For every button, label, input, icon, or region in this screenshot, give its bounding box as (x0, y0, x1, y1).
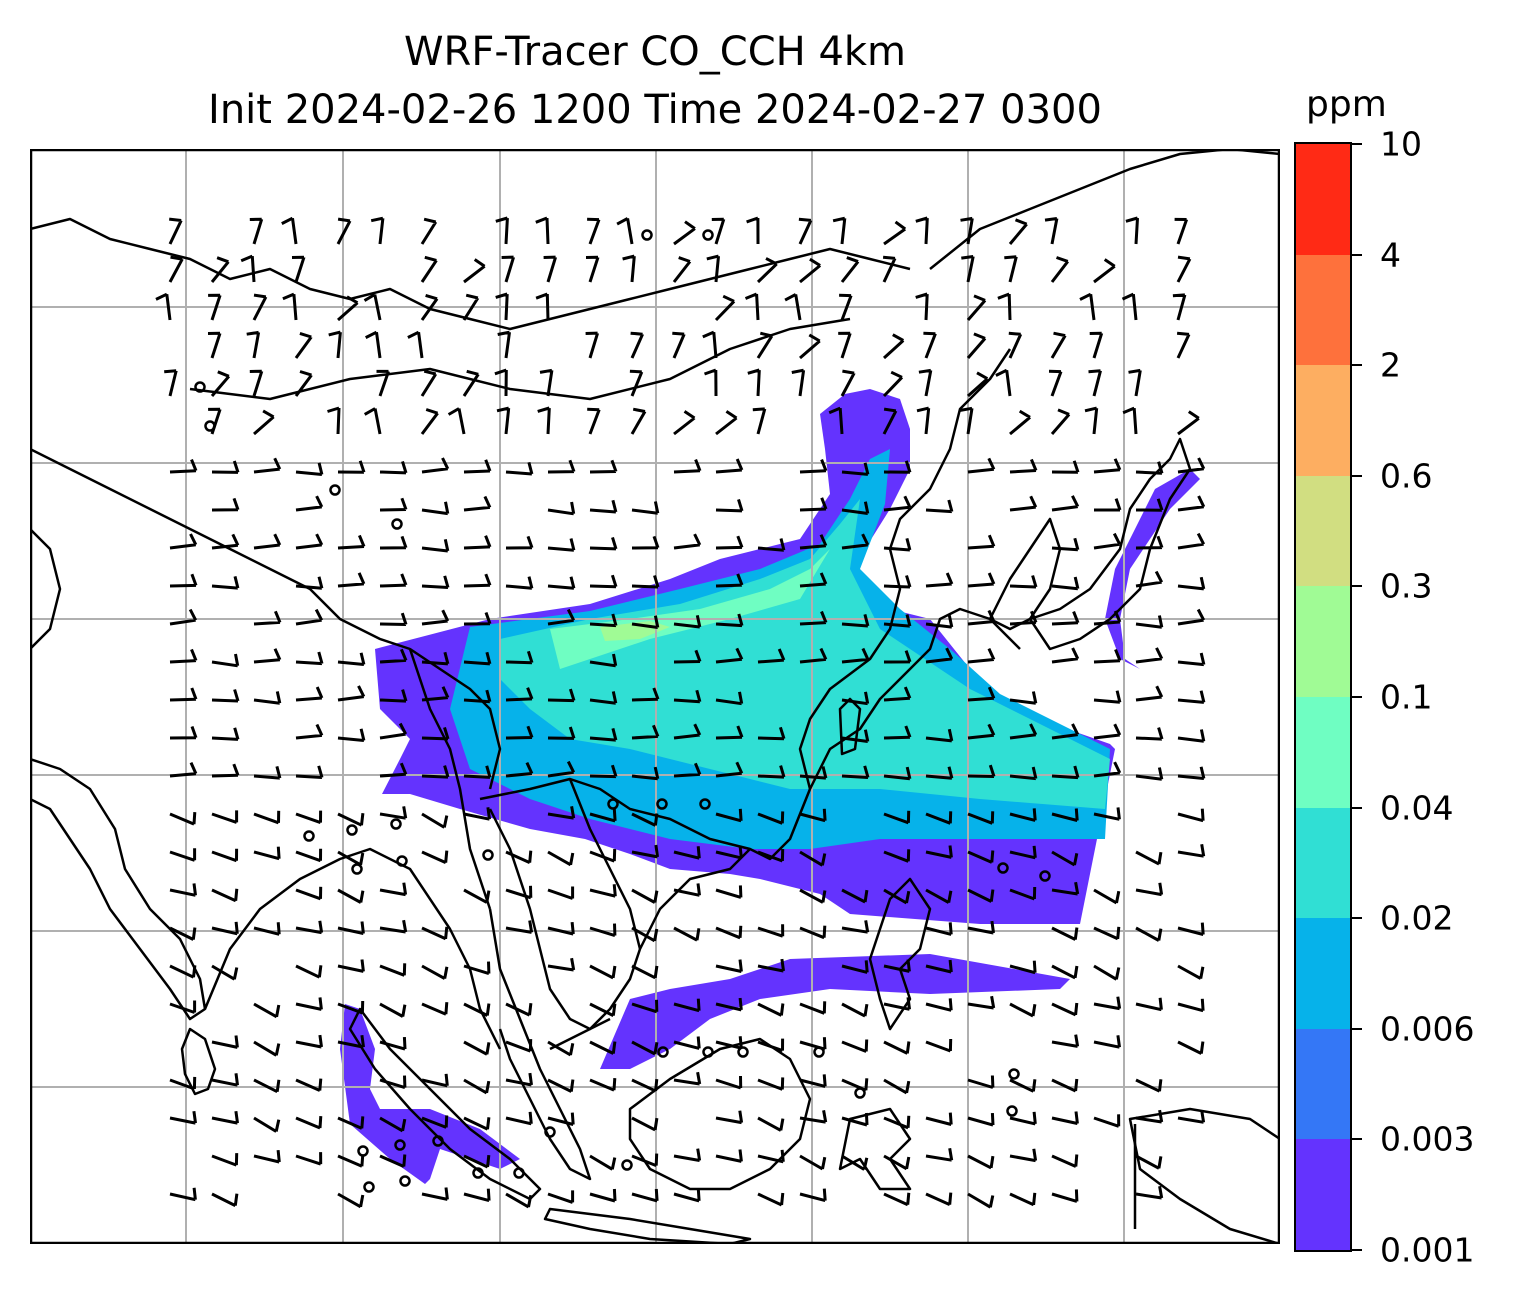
colorbar-band (1296, 1028, 1350, 1140)
calm-wind-circle (396, 855, 408, 867)
colorbar-tick-mark (1352, 1027, 1362, 1030)
calm-wind-circle (194, 381, 206, 393)
colorbar-tick-mark (1352, 1249, 1362, 1251)
calm-wind-circle (472, 1167, 484, 1179)
colorbar-tick-label: 0.3 (1380, 566, 1433, 606)
colorbar-tick-mark (1352, 1138, 1362, 1141)
calm-wind-circle (854, 1087, 866, 1099)
colorbar-unit-label: ppm (1306, 84, 1387, 125)
calm-wind-circle (482, 849, 494, 861)
calm-wind-circle (204, 420, 216, 432)
map-panel (30, 149, 1280, 1244)
colorbar-tick-label: 0.04 (1380, 788, 1454, 828)
colorbar-band (1296, 917, 1350, 1029)
colorbar-band (1296, 696, 1350, 808)
coastline-sulawesi (838, 1107, 912, 1191)
calm-wind-circle (513, 1167, 525, 1179)
colorbar-band (1296, 364, 1350, 476)
calm-wind-circle (303, 830, 315, 842)
plume-japan (1105, 469, 1200, 669)
coastline-borneo (628, 1037, 812, 1191)
colorbar-tick-label: 0.02 (1380, 898, 1454, 938)
colorbar-tick-mark (1352, 806, 1362, 809)
calm-wind-circle (702, 229, 714, 241)
calm-wind-circle (346, 824, 358, 836)
border-laos (568, 778, 642, 950)
calm-wind-circle (399, 1175, 411, 1187)
colorbar-tick-label: 0.003 (1380, 1119, 1475, 1159)
calm-wind-circle (607, 798, 619, 810)
plot-title-line-2: Init 2024-02-26 1200 Time 2024-02-27 030… (208, 87, 1102, 133)
colorbar-tick-mark (1352, 364, 1362, 367)
calm-wind-circle (357, 1145, 369, 1157)
coastline-russia-east (929, 149, 1280, 270)
calm-wind-circle (394, 1139, 406, 1151)
calm-wind-circle (997, 862, 1009, 874)
colorbar-tick-label: 2 (1380, 345, 1401, 385)
colorbar-tick-label: 4 (1380, 235, 1401, 275)
wind-barbs (155, 216, 1206, 1209)
colorbar-tick-mark (1352, 917, 1362, 920)
plume-south-china-sea (600, 954, 1070, 1069)
wind-barb-field (155, 216, 1206, 1209)
colorbar-tick-mark (1352, 253, 1362, 256)
colorbar-band (1296, 807, 1350, 919)
colorbar-tick-label: 0.6 (1380, 456, 1433, 496)
coastline-java (543, 1207, 752, 1244)
border-himalaya (30, 447, 502, 790)
calm-wind-circle (621, 1159, 633, 1171)
calm-wind-circle (699, 798, 711, 810)
coastline-china-east (798, 348, 1012, 790)
border-pakistan (30, 528, 62, 650)
calm-wind-circle (1039, 870, 1051, 882)
calm-wind-circle (363, 1181, 375, 1193)
calm-wind-circle (656, 798, 668, 810)
colorbar-tick-label: 0.006 (1380, 1009, 1475, 1049)
colorbar (1294, 142, 1352, 1252)
calm-wind-circle (544, 1126, 556, 1138)
colorbar-band (1296, 254, 1350, 366)
colorbar-tick-mark (1352, 474, 1362, 477)
calm-wind-circle (813, 1046, 825, 1058)
coastline-india (30, 757, 207, 1021)
coastline-philippines (868, 877, 932, 1031)
colorbar-tick-mark (1352, 143, 1362, 145)
plume-inner (500, 499, 1110, 809)
coastline-bay-of-bengal (203, 847, 502, 1050)
calm-wind-circle (737, 1046, 749, 1058)
calm-wind-circle (351, 863, 363, 875)
calm-wind-circle (432, 1135, 444, 1147)
calm-wind-circle (1008, 1068, 1020, 1080)
colorbar-tick-mark (1352, 585, 1362, 588)
colorbar-band (1296, 475, 1350, 587)
plume-sumatra (340, 1004, 520, 1184)
coastline-new-guinea (1128, 1107, 1280, 1244)
coastline-vietnam (549, 848, 751, 1051)
calm-wind-circle (702, 1046, 714, 1058)
calm-wind-circle (329, 484, 341, 496)
border-mongolia (189, 317, 851, 401)
colorbar-band (1296, 1138, 1350, 1250)
colorbar-tick-label: 0.001 (1380, 1230, 1475, 1270)
colorbar-tick-label: 10 (1380, 124, 1422, 164)
colorbar-tick-mark (1352, 696, 1362, 698)
calm-wind-circles (194, 229, 1051, 1193)
colorbar-tick-label: 0.1 (1380, 677, 1433, 717)
colorbar-band (1296, 585, 1350, 697)
calm-wind-circle (390, 818, 402, 830)
coastline-japan (1028, 437, 1192, 651)
calm-wind-circle (641, 229, 653, 241)
coastline-sumatra (348, 1007, 542, 1201)
calm-wind-circle (391, 518, 403, 530)
map-border (30, 149, 1280, 1244)
border-china-north (30, 217, 911, 331)
calm-wind-circle (657, 1046, 669, 1058)
colorbar-band (1296, 143, 1350, 255)
plot-title-line-1: WRF-Tracer CO_CCH 4km (403, 29, 907, 75)
coastline-thailand-gulf (488, 808, 611, 1031)
calm-wind-circle (1006, 1105, 1018, 1117)
coastline-sri-lanka (180, 1027, 217, 1096)
